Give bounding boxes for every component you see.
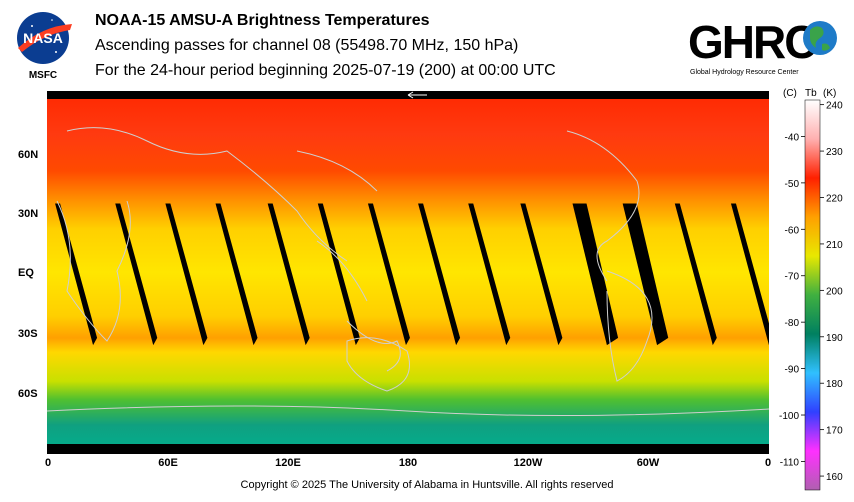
swath-gap bbox=[215, 203, 258, 346]
colorbar-celsius-label: -100 bbox=[779, 411, 799, 422]
lon-label-120e: 120E bbox=[275, 457, 301, 469]
colorbar-kelvin-label: 230 bbox=[826, 147, 843, 158]
page-title: NOAA-15 AMSU-A Brightness Temperatures bbox=[95, 12, 430, 29]
swath-gap bbox=[367, 203, 410, 346]
swath-gap bbox=[468, 203, 511, 346]
lon-label-120w: 120W bbox=[513, 457, 543, 469]
channel-subtitle: Ascending passes for channel 08 (55498.7… bbox=[95, 37, 519, 54]
msfc-label: MSFC bbox=[29, 70, 57, 80]
ghrc-tagline: Global Hydrology Resource Center bbox=[690, 69, 799, 76]
colorbar-celsius-label: -50 bbox=[785, 179, 800, 190]
colorbar: (C) Tb (K) 240 230 220 210 200 190 180 170 160 -4… bbox=[779, 88, 843, 491]
coastline-south-america bbox=[606, 270, 653, 382]
swath-gap bbox=[418, 203, 461, 346]
colorbar-kelvin-label: 240 bbox=[826, 101, 843, 112]
colorbar-celsius-header: (C) bbox=[783, 88, 797, 99]
colorbar-tb-header: Tb bbox=[805, 88, 817, 99]
lat-label-30n: 30N bbox=[18, 208, 39, 220]
nasa-logo-text: NASA bbox=[23, 30, 63, 46]
lat-label-60s: 60S bbox=[18, 388, 38, 400]
swath-gap bbox=[674, 203, 717, 346]
dateline-arrow-head bbox=[407, 91, 414, 99]
coastlines bbox=[47, 127, 769, 417]
swath-gap bbox=[622, 203, 669, 346]
colorbar-celsius-label: -110 bbox=[780, 457, 800, 468]
colorbar-kelvin-label: 180 bbox=[826, 379, 843, 390]
ghrc-logo-text: GHRC bbox=[688, 16, 816, 68]
colorbar-kelvin-label: 170 bbox=[826, 426, 843, 437]
lon-label-60w: 60W bbox=[636, 457, 660, 469]
colorbar-ramp bbox=[804, 99, 821, 491]
coastline-africa bbox=[56, 200, 131, 342]
swath-gap bbox=[55, 203, 98, 346]
swath-gap bbox=[115, 203, 158, 346]
coastline-north-america bbox=[566, 130, 640, 282]
period-subtitle: For the 24-hour period beginning 2025-07… bbox=[95, 62, 556, 79]
colorbar-kelvin-header: (K) bbox=[823, 88, 836, 99]
coastline-eurasia bbox=[66, 127, 378, 262]
colorbar-celsius-label: -40 bbox=[785, 132, 800, 143]
colorbar-kelvin-label: 190 bbox=[826, 333, 843, 344]
lon-label-60e: 60E bbox=[158, 457, 178, 469]
nasa-logo: NASA MSFC bbox=[17, 12, 72, 80]
ghrc-logo: GHRC Global Hydrology Resource Center bbox=[688, 16, 837, 76]
copyright-notice: Copyright © 2025 The University of Alaba… bbox=[240, 479, 614, 491]
coastline-maritime bbox=[316, 240, 401, 372]
lat-label-60n: 60N bbox=[18, 149, 39, 161]
swath-gap bbox=[165, 203, 208, 346]
colorbar-celsius-label: -90 bbox=[785, 365, 800, 376]
temperature-field bbox=[47, 91, 769, 454]
colorbar-kelvin-label: 220 bbox=[826, 194, 843, 205]
swath-gaps bbox=[55, 203, 769, 346]
brightness-temperature-map bbox=[47, 91, 769, 454]
colorbar-celsius-label: -60 bbox=[785, 225, 800, 236]
colorbar-kelvin-label: 200 bbox=[826, 286, 843, 297]
swath-gap bbox=[572, 203, 619, 346]
colorbar-celsius-label: -70 bbox=[785, 272, 800, 283]
lat-label-eq: EQ bbox=[18, 267, 34, 279]
colorbar-kelvin-label: 210 bbox=[826, 240, 843, 251]
coastline-australia bbox=[346, 337, 410, 392]
polar-gap-south bbox=[47, 444, 769, 454]
swath-gap bbox=[317, 203, 360, 346]
swath-gap bbox=[730, 203, 769, 346]
lon-label-0-east: 0 bbox=[764, 457, 772, 469]
lon-label-0-west: 0 bbox=[44, 457, 52, 469]
coastline-antarctica bbox=[47, 405, 769, 417]
colorbar-celsius-label: -80 bbox=[785, 318, 800, 329]
lon-label-180: 180 bbox=[398, 457, 418, 469]
colorbar-kelvin-label: 160 bbox=[826, 472, 843, 483]
swath-gap bbox=[520, 203, 563, 346]
swath-gap bbox=[267, 203, 310, 346]
lat-label-30s: 30S bbox=[18, 328, 38, 340]
